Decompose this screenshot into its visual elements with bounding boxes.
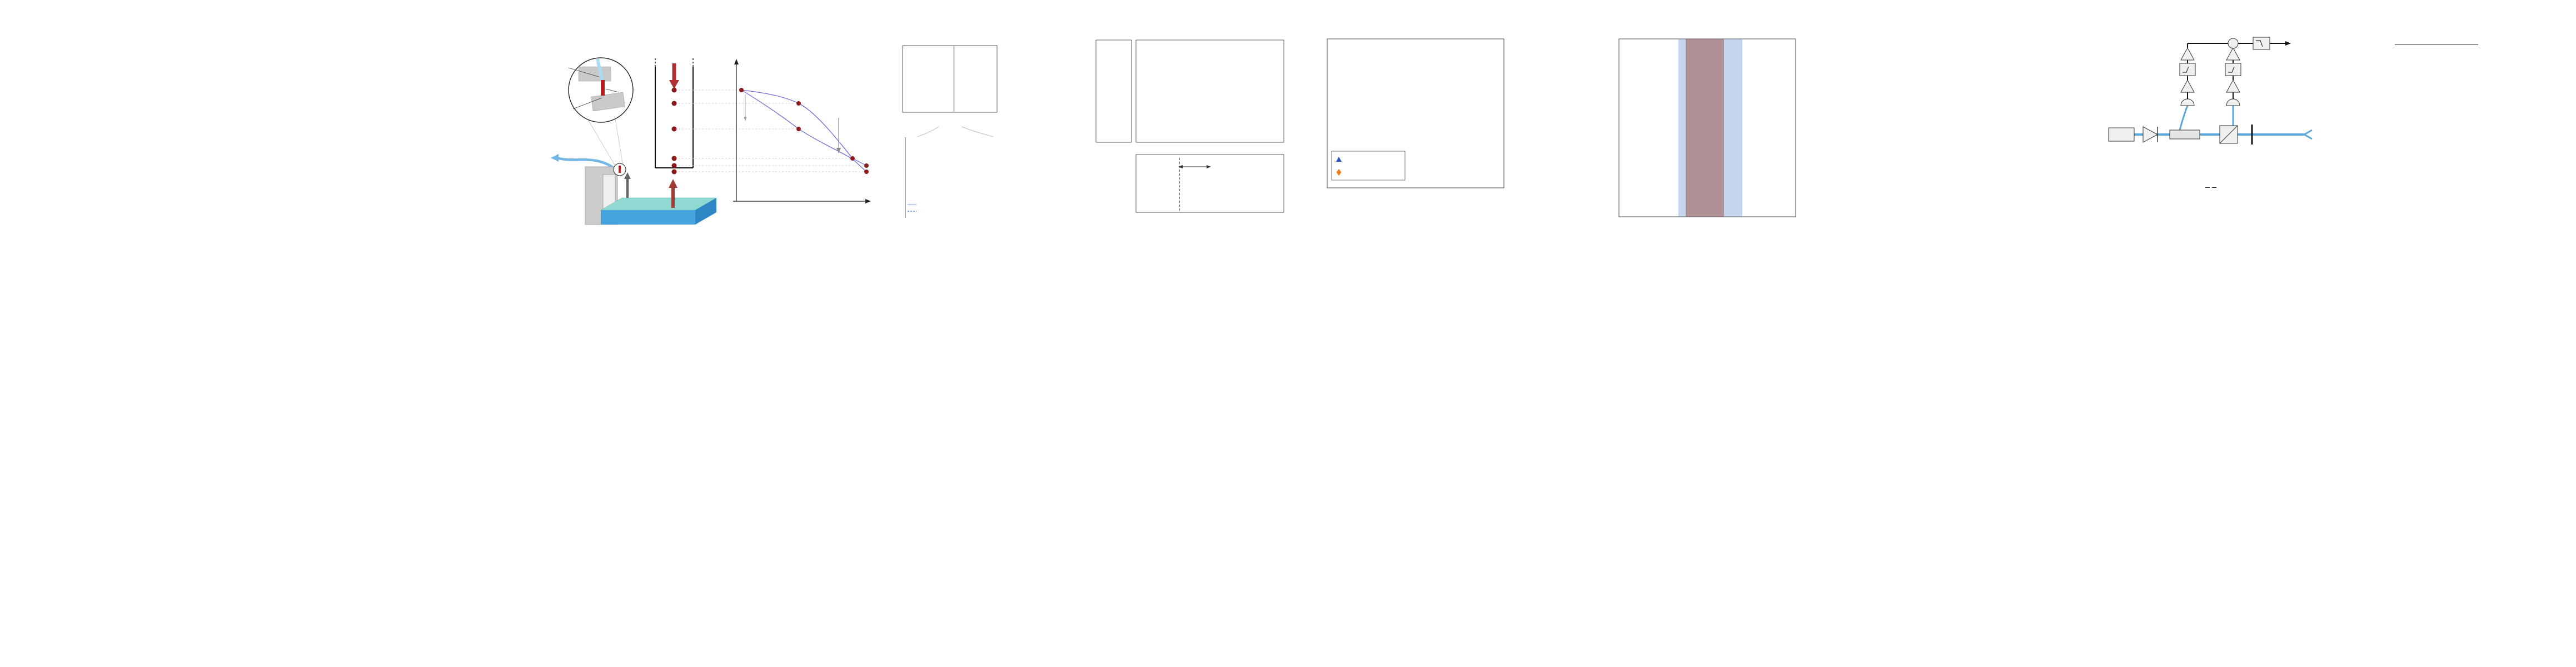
figure-3-caption [1299,221,1513,305]
page-5 [2061,0,2576,667]
amp-1 [2180,47,2195,61]
atom-dots [671,87,677,175]
page-3 [1030,0,1546,667]
p4-right-column [1815,36,2028,663]
figure-2-caption [1074,238,1287,347]
omr-signal-arrow [557,156,616,170]
retroreflector-front [601,210,695,225]
guide-lines [679,89,864,172]
figure-1 [550,34,1000,237]
optical-mode-glyph [601,80,605,96]
figure-5 [2104,34,2318,171]
iv-converter-2 [2226,79,2240,93]
p3-right-column [1299,317,1513,663]
p4-left-column [1589,477,1802,663]
page-1 [0,0,516,667]
figure-4-svg [1618,38,1796,217]
p3-left-column [1074,356,1287,663]
fig3-legend-box [1331,151,1406,181]
figure-2-svg [1095,39,1284,213]
amp-2 [2226,47,2240,61]
figure-1-caption [554,249,993,344]
p1-left-column [43,359,257,661]
page-4 [1546,0,2061,667]
figure-2 [1074,33,1288,235]
p2-left-column [559,359,772,662]
p5-right-column [2330,34,2543,663]
footnote-separator [2395,44,2478,45]
iv-converter-1 [2180,79,2195,93]
trajectory-dots [739,88,869,174]
figure-3-svg [1327,38,1504,188]
trajectory-lower [741,89,853,160]
splitter-glyph [2169,130,2200,140]
equation-transfer-function [2104,182,2318,191]
band-advanced [1686,39,1724,217]
figure-4-caption [1589,257,1802,467]
figure-5-svg [2108,37,2313,145]
figure-4 [1589,32,1803,249]
p5-left-column [2104,34,2318,663]
p2-right-column [784,359,998,662]
front-matter [53,62,462,93]
omr-fiber-tip [2304,129,2313,140]
figure-3 [1299,33,1513,220]
isolator-glyph [2142,126,2159,143]
page-2 [515,0,1031,667]
photodiode-2 [2226,98,2240,106]
difference-node [2228,38,2239,49]
figure-1-svg [551,45,998,225]
photodiode-1 [2180,98,2195,106]
laser-box [2108,127,2135,142]
p1-right-column [269,359,482,661]
figure-3-caption-wrap [1299,221,1513,305]
